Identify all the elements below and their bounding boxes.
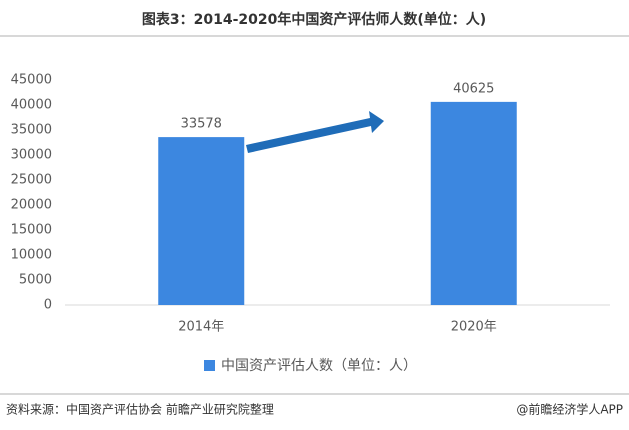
y-tick-label: 15000 [11, 223, 52, 238]
bar [430, 101, 517, 305]
chart-title: 图表3：2014-2020年中国资产评估师人数(单位：人) [142, 11, 486, 28]
value-label: 40625 [453, 81, 494, 96]
arrow [246, 111, 384, 153]
y-tick-label: 30000 [11, 148, 52, 163]
y-tick-label: 10000 [11, 248, 52, 263]
value-label: 33578 [181, 117, 222, 132]
brand: @前瞻经济学人APP [516, 402, 623, 417]
x-tick-label: 2014年 [178, 320, 224, 335]
y-tick-label: 45000 [11, 73, 52, 88]
y-tick-label: 25000 [11, 173, 52, 188]
y-tick-label: 40000 [11, 98, 52, 113]
source-note: 资料来源：中国资产评估协会 前瞻产业研究院整理 [6, 402, 274, 417]
y-tick-label: 20000 [11, 198, 52, 213]
y-tick-label: 35000 [11, 123, 52, 138]
y-tick-label: 5000 [19, 273, 52, 288]
y-tick-label: 0 [44, 298, 52, 313]
bar [158, 137, 245, 305]
legend-swatch [204, 360, 215, 371]
x-tick-label: 2020年 [451, 320, 497, 335]
legend-label: 中国资产评估人数（单位：人） [221, 358, 417, 374]
